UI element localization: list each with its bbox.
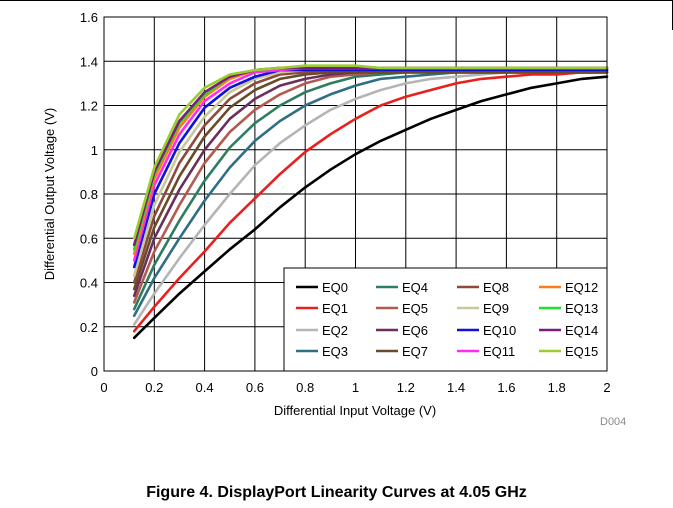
legend-label-eq9: EQ9 [483, 301, 509, 316]
page-top-rule [0, 0, 673, 1]
series-line-eq15 [132, 64, 609, 240]
legend-label-eq6: EQ6 [402, 323, 428, 338]
y-tick-labels: 0 0.2 0.4 0.6 0.8 1 1.2 1.4 1.6 [80, 10, 98, 379]
legend-label-eq12: EQ12 [565, 280, 598, 295]
x-tick-label: 1.6 [497, 380, 515, 395]
y-tick-label: 1.4 [80, 54, 98, 69]
linearity-chart: 0 0.2 0.4 0.6 0.8 1 1.2 1.4 1.6 0 0.2 0.4 0.6 0.8 1 1.… [42, 10, 611, 418]
figure-caption: Figure 4. DisplayPort Linearity Curves a… [146, 484, 527, 501]
legend-label-eq10: EQ10 [483, 323, 516, 338]
legend-label-eq15: EQ15 [565, 344, 598, 359]
legend-label-eq3: EQ3 [322, 344, 348, 359]
figure-id: D004 [600, 416, 627, 428]
legend-label-eq13: EQ13 [565, 301, 598, 316]
y-tick-label: 0.8 [80, 187, 98, 202]
legend-label-eq4: EQ4 [402, 280, 428, 295]
chart-legend: EQ0 EQ4 EQ8 EQ12 EQ1 EQ5 EQ9 EQ13 EQ2 EQ6 EQ10 EQ14… [283, 267, 608, 372]
legend-label-eq11: EQ11 [483, 344, 515, 359]
x-tick-label: 2 [603, 380, 610, 395]
x-tick-labels: 0 0.2 0.4 0.6 0.8 1 1.2 1.4 1.6 1.8 2 [100, 380, 610, 395]
y-tick-label: 0.6 [80, 231, 98, 246]
x-tick-label: 1.4 [447, 380, 465, 395]
legend-label-eq7: EQ7 [402, 344, 428, 359]
x-tick-label: 1.2 [397, 380, 415, 395]
series-line-eq1 [132, 71, 609, 333]
legend-label-eq0: EQ0 [322, 280, 348, 295]
y-axis-label: Differential Output Voltage (V) [42, 108, 57, 280]
x-tick-label: 1.8 [548, 380, 566, 395]
legend-box [283, 267, 608, 372]
y-tick-label: 1.6 [80, 10, 98, 25]
series-line-eq13 [132, 66, 609, 251]
legend-label-eq5: EQ5 [402, 301, 428, 316]
x-tick-label: 0.8 [296, 380, 314, 395]
x-tick-label: 0.6 [246, 380, 264, 395]
series-line-eq0 [132, 75, 609, 340]
legend-label-eq2: EQ2 [322, 323, 348, 338]
y-tick-label: 0.2 [80, 320, 98, 335]
legend-label-eq1: EQ1 [322, 301, 348, 316]
series-line-eq10 [132, 68, 609, 269]
y-tick-label: 0 [91, 364, 98, 379]
chart-series [132, 64, 609, 340]
y-tick-label: 0.4 [80, 276, 98, 291]
legend-label-eq14: EQ14 [565, 323, 598, 338]
x-tick-label: 0.4 [196, 380, 214, 395]
x-tick-label: 0 [100, 380, 107, 395]
x-tick-label: 0.2 [145, 380, 163, 395]
x-axis-label: Differential Input Voltage (V) [274, 403, 436, 418]
y-tick-label: 1.2 [80, 99, 98, 114]
legend-label-eq8: EQ8 [483, 280, 509, 295]
x-tick-label: 1 [352, 380, 359, 395]
series-line-eq7 [132, 71, 609, 291]
y-tick-label: 1 [91, 143, 98, 158]
